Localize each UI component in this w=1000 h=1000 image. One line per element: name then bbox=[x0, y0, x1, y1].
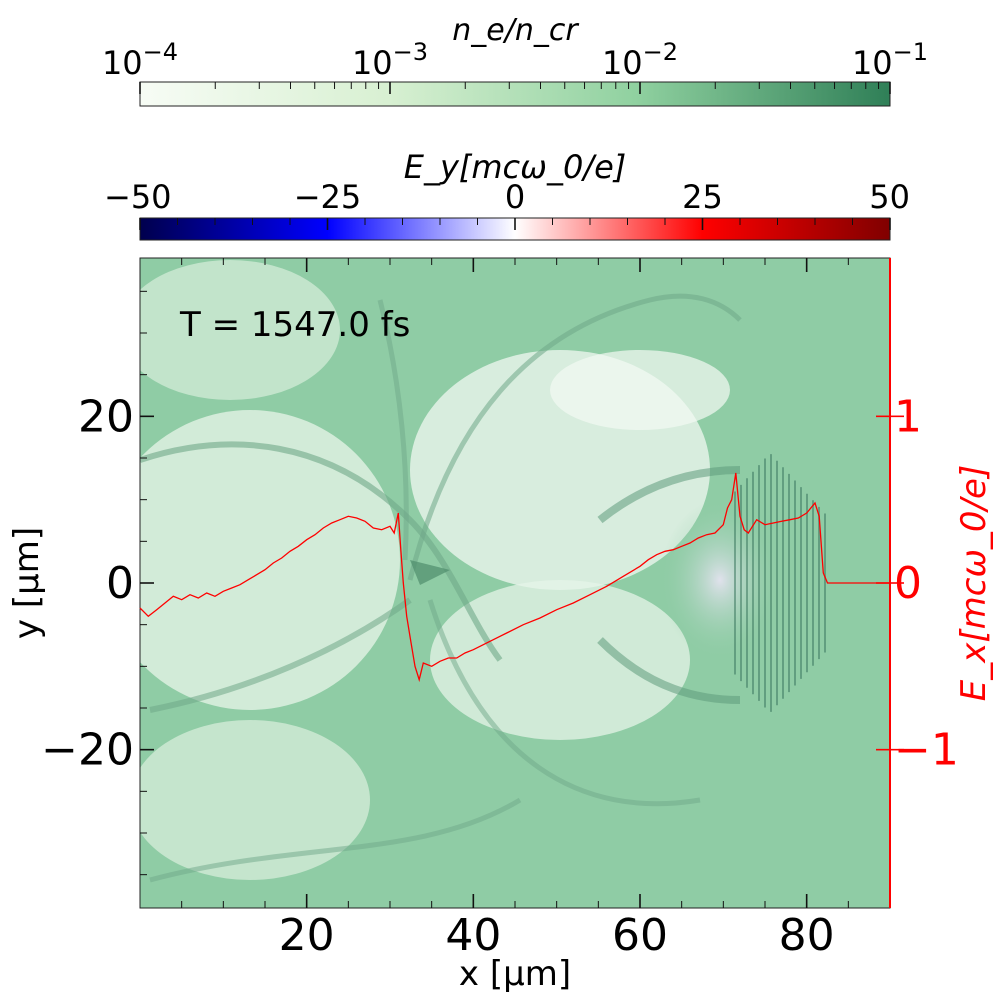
y2-tick-label: 0 bbox=[894, 558, 922, 609]
colorbar-ne-tick-labels: 10−4 10−3 10−2 10−1 bbox=[102, 38, 928, 82]
colorbar-ne-tick-label: 10−4 bbox=[102, 38, 178, 82]
colorbar-ne: n_e/n_cr 10−4 10−3 10−2 10−1 bbox=[102, 13, 928, 107]
colorbar-ey: E_y[mcω_0/e] −50 −25 0 25 50 bbox=[104, 148, 910, 241]
y2-axis-ticks: −1 0 1 bbox=[876, 391, 959, 776]
plot-area: 20 40 60 80 −20 0 20 −1 0 1 T = 1547.0 fs bbox=[41, 257, 959, 961]
colorbar-ey-tick-label: 0 bbox=[505, 178, 525, 216]
colorbar-ey-tick-label: −25 bbox=[294, 178, 362, 216]
y-axis-label: y [μm] bbox=[7, 527, 47, 639]
y2-tick-label: −1 bbox=[894, 725, 959, 776]
density-map bbox=[140, 258, 890, 908]
x-tick-label: 60 bbox=[612, 910, 668, 961]
x-tick-label: 40 bbox=[445, 910, 501, 961]
y-tick-label: −20 bbox=[41, 725, 134, 776]
x-axis-label: x [μm] bbox=[459, 954, 571, 994]
colorbar-ne-ticks bbox=[139, 82, 891, 94]
colorbar-ne-tick-label: 10−2 bbox=[602, 38, 678, 82]
y2-tick-label: 1 bbox=[894, 391, 922, 442]
colorbar-ey-label: E_y[mcω_0/e] bbox=[404, 148, 627, 186]
y-axis-ticks: −20 0 20 bbox=[41, 290, 154, 876]
x-axis-ticks: 20 40 60 80 bbox=[181, 258, 849, 961]
x-tick-label: 20 bbox=[279, 910, 335, 961]
colorbar-ey-tick-label: 50 bbox=[869, 178, 910, 216]
colorbar-ey-tick-label: 25 bbox=[682, 178, 723, 216]
colorbar-ey-tick-labels: −50 −25 0 25 50 bbox=[104, 178, 910, 216]
colorbar-ne-bar bbox=[139, 81, 891, 107]
colorbar-ey-ticks bbox=[139, 218, 891, 230]
colorbar-ne-tick-label: 10−1 bbox=[852, 38, 928, 82]
time-annotation: T = 1547.0 fs bbox=[179, 305, 410, 345]
y2-axis-label: E_x[mcω_0/e] bbox=[954, 465, 994, 701]
colorbar-ne-label: n_e/n_cr bbox=[452, 13, 579, 48]
colorbar-ey-tick-label: −50 bbox=[104, 178, 172, 216]
ex-profile-line bbox=[139, 472, 890, 683]
y-tick-label: 0 bbox=[106, 558, 134, 609]
x-tick-label: 80 bbox=[779, 910, 835, 961]
y-tick-label: 20 bbox=[78, 391, 134, 442]
colorbar-ne-tick-label: 10−3 bbox=[352, 38, 428, 82]
